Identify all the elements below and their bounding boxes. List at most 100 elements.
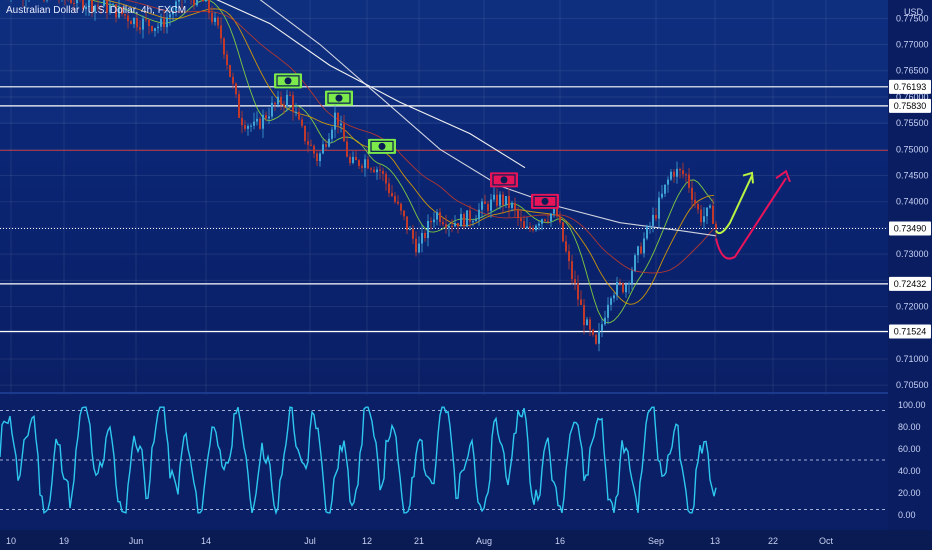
oscillator-pane: [0, 395, 888, 530]
candle-body: [232, 76, 234, 84]
candle-body: [484, 201, 486, 204]
money-icon-border: [327, 92, 351, 104]
last-price-box: [889, 221, 931, 236]
candle-body: [367, 159, 369, 169]
candle-body: [520, 218, 522, 222]
candle-body: [76, 0, 78, 4]
candle-body: [631, 270, 633, 284]
candle-body: [262, 114, 264, 129]
candle-body: [568, 251, 570, 262]
candle-body: [463, 214, 465, 227]
candle-body: [637, 246, 639, 256]
candle-body: [406, 216, 408, 230]
candle-body: [622, 283, 624, 293]
candle-body: [496, 194, 498, 206]
oscillator-tick-label: 100.00: [898, 400, 926, 410]
green-moving-average: [88, 0, 715, 324]
candle-body: [385, 173, 387, 184]
candle-body: [238, 94, 240, 118]
time-scale-background: [0, 530, 932, 550]
candle-body: [541, 219, 543, 224]
level-price-label: 0.72432: [894, 279, 927, 289]
price-candles: [7, 0, 717, 352]
projection-arrows: [715, 169, 791, 260]
candle-body: [523, 221, 525, 229]
candle-body: [580, 299, 582, 306]
price-tick-label: 0.70500: [896, 380, 929, 390]
time-axis: 10 19 Jun 14 Jul 12 21 Aug 16 Sep 13 22 Oct: [6, 536, 834, 546]
level-price-label: 0.76193: [894, 82, 927, 92]
bearish-arrowhead: [775, 169, 791, 183]
candle-body: [235, 83, 237, 95]
candle-body: [214, 17, 216, 22]
candle-body: [142, 18, 144, 30]
candle-body: [211, 12, 213, 22]
candle-body: [358, 160, 360, 166]
candle-body: [697, 204, 699, 210]
candle-body: [220, 25, 222, 39]
candle-body: [376, 169, 378, 173]
level-price-box: [889, 276, 931, 291]
candle-body: [118, 7, 120, 18]
candle-body: [544, 219, 546, 221]
candle-body: [598, 330, 600, 344]
candle-body: [343, 123, 345, 142]
oscillator-tick-label: 20.00: [898, 488, 921, 498]
money-icon-coin: [541, 197, 549, 205]
candle-body: [289, 94, 291, 96]
candle-body: [298, 111, 300, 120]
candle-body: [490, 199, 492, 211]
candle-body: [565, 241, 567, 252]
candle-body: [223, 38, 225, 55]
candle-body: [301, 119, 303, 126]
candle-body: [685, 174, 687, 176]
candle-body: [427, 220, 429, 239]
price-tick-label: 0.76000: [896, 92, 929, 102]
money-icon: [490, 172, 518, 188]
candle-body: [112, 4, 114, 6]
candle-body: [715, 223, 717, 229]
candle-body: [658, 197, 660, 219]
money-icon-coin: [335, 94, 343, 102]
money-icon-border: [370, 140, 394, 152]
candle-body: [256, 118, 258, 122]
candle-body: [661, 193, 663, 198]
candle-body: [322, 144, 324, 154]
candle-body: [676, 168, 678, 177]
price-tick-label: 0.77500: [896, 13, 929, 23]
candle-body: [493, 194, 495, 200]
candle-body: [394, 196, 396, 202]
price-tick-label: 0.75000: [896, 144, 929, 154]
candle-body: [508, 195, 510, 208]
candle-body: [601, 324, 603, 331]
candle-body: [307, 141, 309, 145]
candle-body: [457, 223, 459, 227]
candle-body: [628, 283, 630, 285]
candle-body: [286, 94, 288, 107]
oscillator-tick-label: 60.00: [898, 444, 921, 454]
candle-body: [682, 170, 684, 175]
money-icon: [531, 193, 559, 209]
candle-body: [340, 123, 342, 126]
candle-body: [550, 213, 552, 222]
last-price-label: 0.73490: [894, 223, 927, 233]
candle-body: [577, 283, 579, 300]
candle-body: [292, 95, 294, 113]
price-tick-label: 0.74000: [896, 197, 929, 207]
candle-body: [106, 0, 108, 13]
candle-body: [103, 0, 105, 7]
candle-body: [379, 169, 381, 171]
candle-body: [121, 7, 123, 15]
price-tick-label: 0.74500: [896, 171, 929, 181]
candle-body: [328, 138, 330, 147]
candle-body: [712, 205, 714, 224]
candle-body: [433, 219, 435, 223]
candle-body: [424, 232, 426, 239]
money-icons: [274, 73, 559, 209]
candle-body: [532, 228, 534, 231]
candle-body: [526, 226, 528, 229]
level-price-box: [889, 98, 931, 113]
candle-body: [439, 212, 441, 223]
candle-body: [574, 279, 576, 284]
candle-body: [325, 144, 327, 147]
